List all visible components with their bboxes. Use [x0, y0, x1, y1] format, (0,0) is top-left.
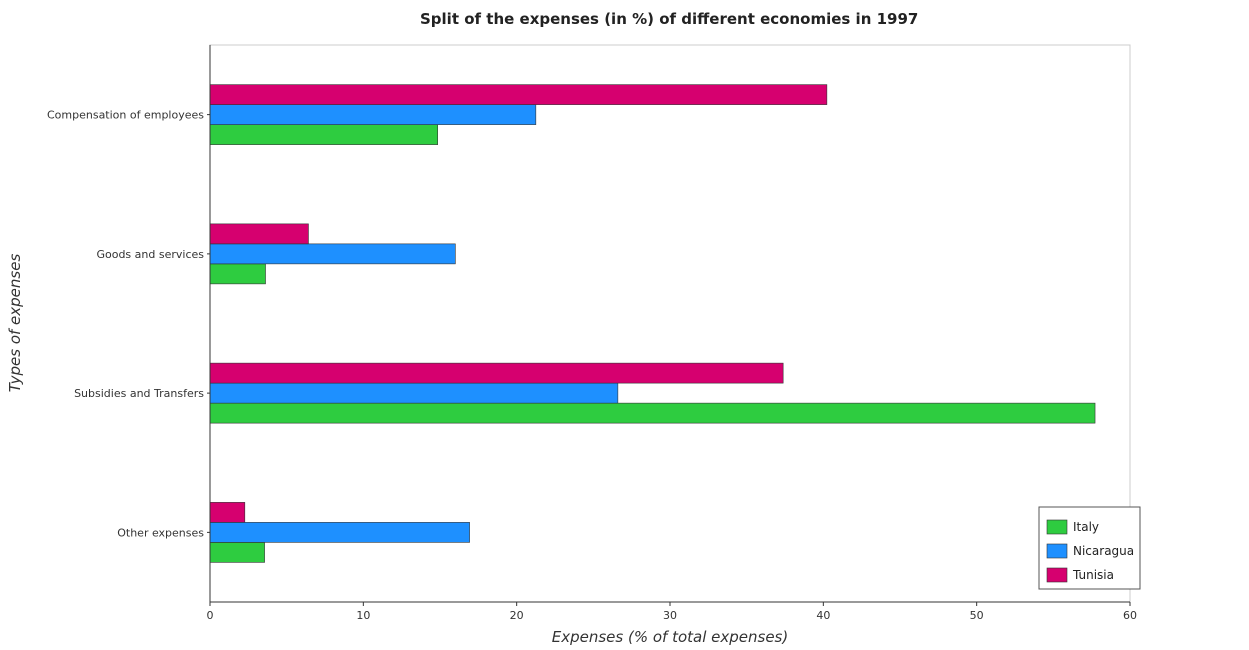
bar-tunisia-3 — [209, 502, 246, 523]
x-tick-label: 50 — [970, 609, 984, 622]
bar-nicaragua-3 — [209, 522, 470, 543]
x-tick-label: 40 — [816, 609, 830, 622]
bar-tunisia-2 — [209, 362, 784, 384]
y-tick-label: Other expenses — [117, 526, 204, 539]
legend-label-tunisia: Tunisia — [1072, 568, 1114, 582]
x-tick-label: 60 — [1123, 609, 1137, 622]
x-tick-labels: 0 10 20 30 40 50 60 — [207, 602, 1137, 622]
bar-italy-3 — [209, 542, 265, 563]
y-tick-label: Subsidies and Transfers — [74, 387, 204, 400]
y-tick-labels: Compensation of employees Goods and servi… — [47, 109, 210, 539]
y-tick-label: Goods and services — [96, 248, 204, 261]
legend-label-nicaragua: Nicaragua — [1073, 544, 1134, 558]
x-tick-label: 0 — [207, 609, 214, 622]
bar-tunisia-0 — [209, 84, 828, 105]
bar-nicaragua-0 — [209, 104, 537, 125]
bar-italy-0 — [209, 124, 438, 145]
x-tick-label: 20 — [510, 609, 524, 622]
x-tick-label: 30 — [663, 609, 677, 622]
bar-nicaragua-2 — [209, 382, 619, 404]
legend: Italy Nicaragua Tunisia — [1038, 506, 1141, 590]
legend-label-italy: Italy — [1073, 520, 1099, 534]
legend-swatch-italy — [1046, 519, 1068, 535]
bar-nicaragua-1 — [209, 243, 456, 265]
bar-tunisia-1 — [209, 223, 309, 245]
chart-title: Split of the expenses (in %) of differen… — [420, 10, 918, 28]
x-tick-label: 10 — [356, 609, 370, 622]
y-axis-label: Types of expenses — [6, 254, 24, 393]
legend-swatch-nicaragua — [1046, 543, 1068, 559]
y-tick-label: Compensation of employees — [47, 109, 204, 122]
bar-italy-1 — [209, 263, 266, 285]
x-axis-label: Expenses (% of total expenses) — [552, 628, 788, 646]
legend-swatch-tunisia — [1046, 567, 1068, 583]
bar-italy-2 — [209, 402, 1096, 424]
bars-group — [209, 84, 1096, 563]
